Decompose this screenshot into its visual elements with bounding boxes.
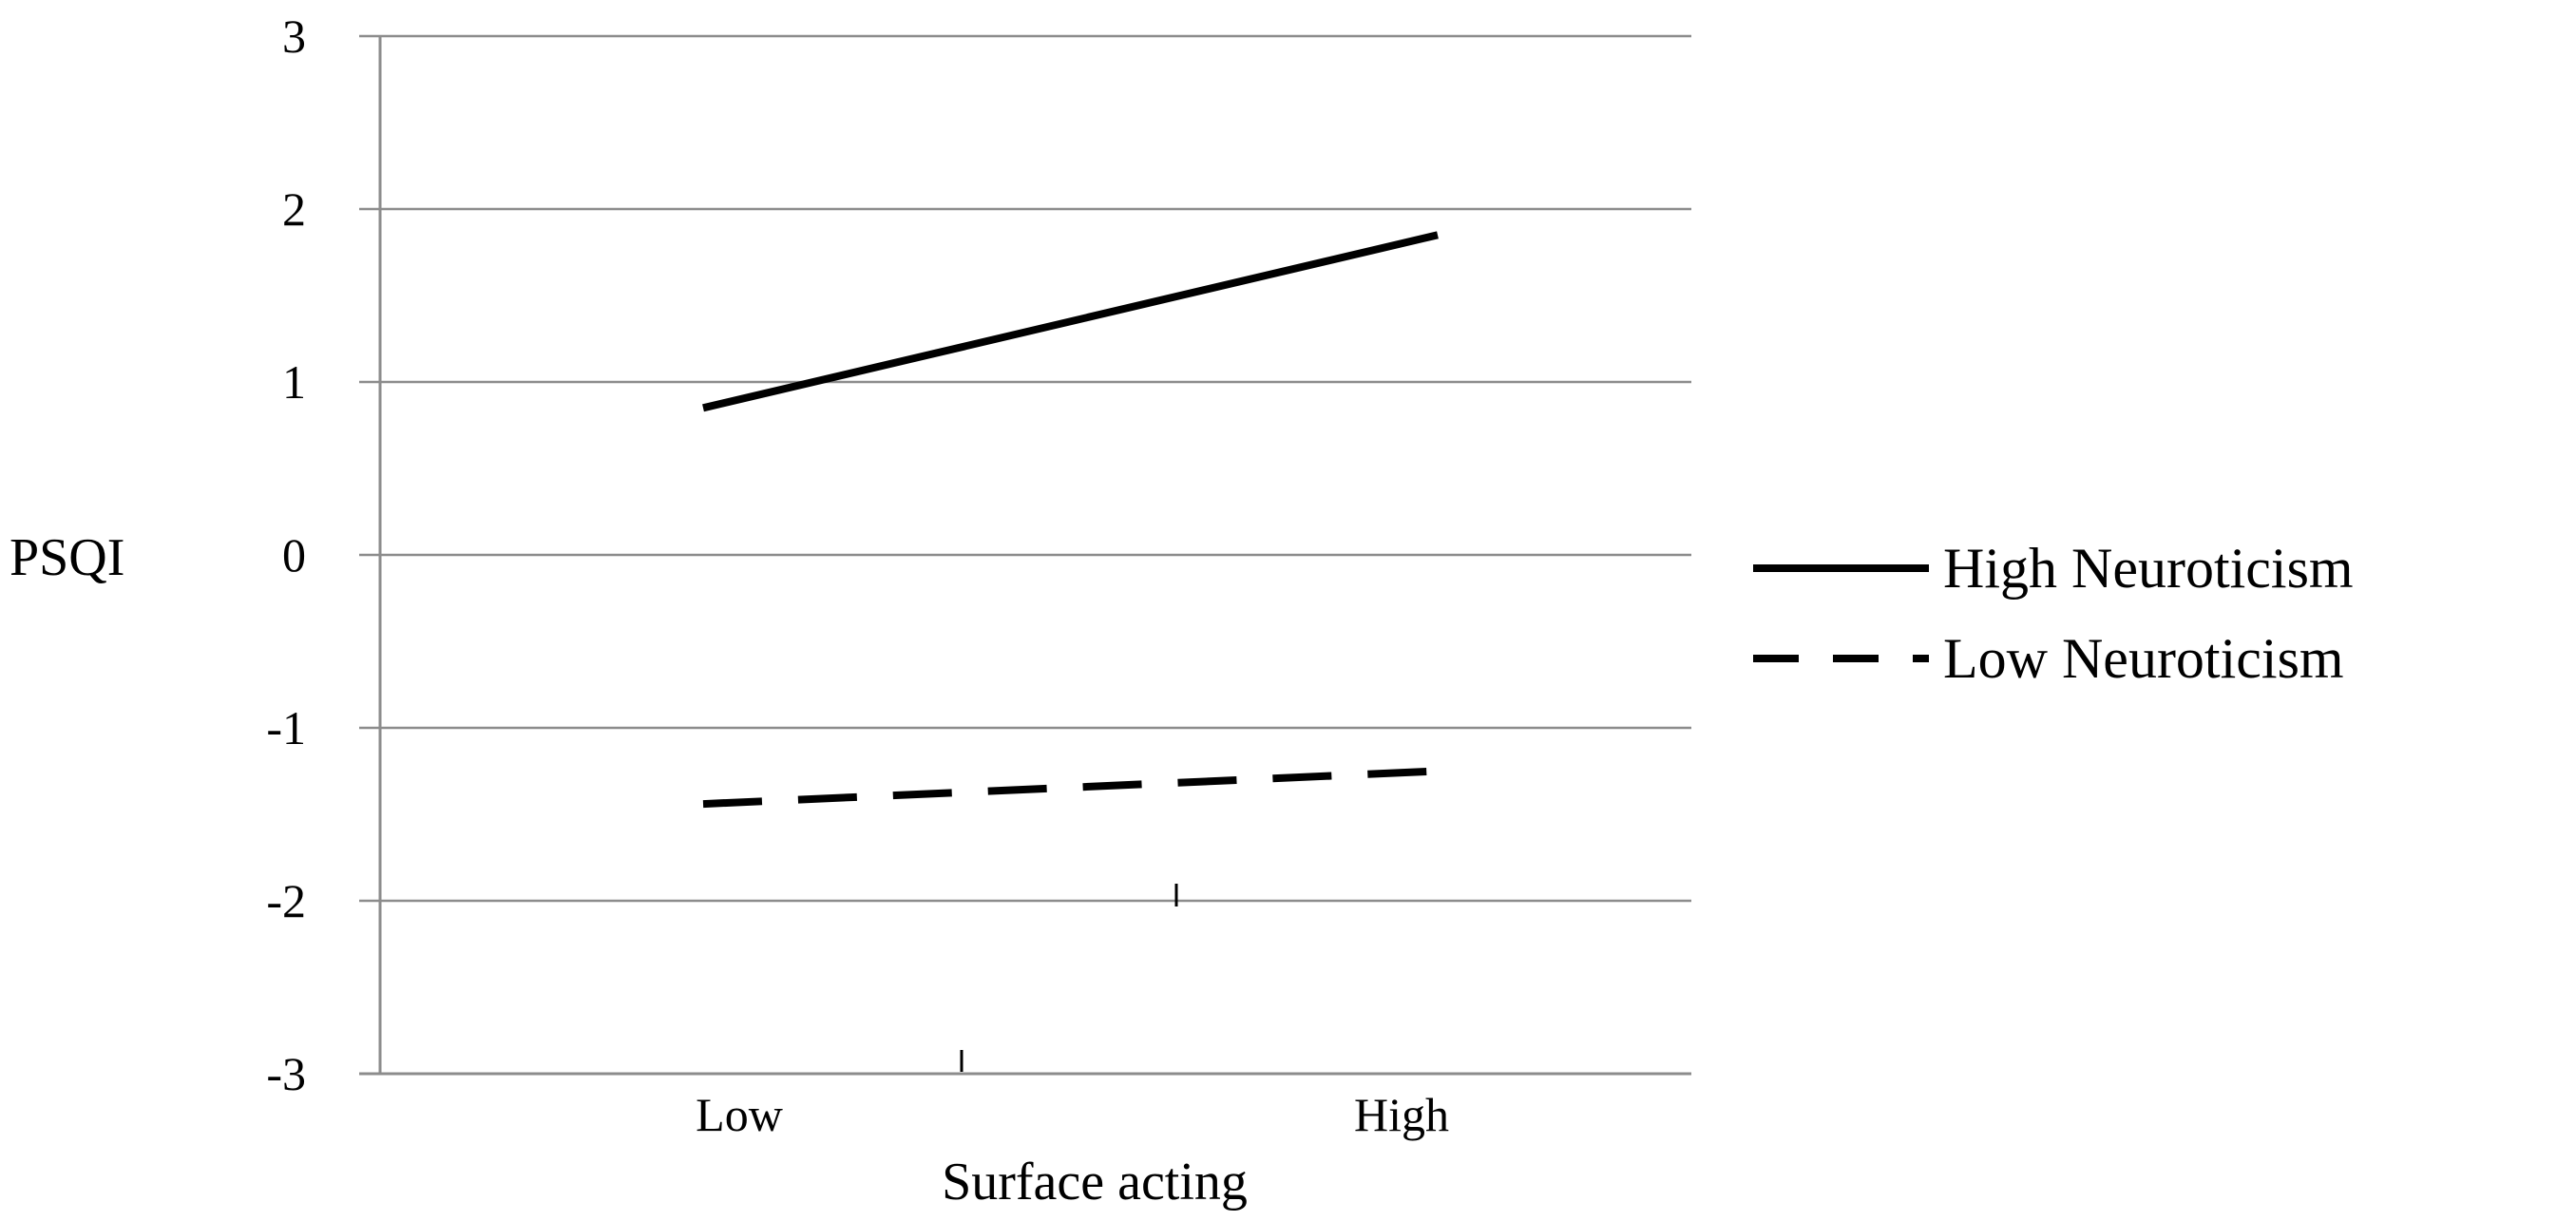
gridlines [380, 34, 1691, 903]
y-tick-label: 1 [282, 355, 306, 409]
legend: High Neuroticism Low Neuroticism [1753, 537, 2354, 690]
y-tick-label: -1 [266, 701, 306, 754]
y-tick-label: 3 [282, 10, 306, 63]
series-line-0 [702, 231, 1439, 412]
series-lines [702, 231, 1439, 809]
y-axis-label: PSQI [10, 528, 124, 587]
series-line-1 [702, 767, 1439, 809]
x-tick-labels: Low High [696, 1088, 1449, 1141]
legend-label-1: Low Neuroticism [1943, 627, 2344, 690]
x-axis-label: Surface acting [942, 1153, 1248, 1211]
y-tick-labels: 3 2 1 0 -1 -2 -3 [266, 10, 306, 1100]
y-tick-label: 2 [282, 182, 306, 236]
y-tick-label: 0 [282, 528, 306, 582]
x-tick-label: High [1354, 1088, 1449, 1141]
legend-label-0: High Neuroticism [1943, 537, 2354, 600]
x-tick-label: Low [696, 1088, 783, 1141]
axes [359, 34, 1691, 1076]
y-tick-label: -3 [266, 1047, 306, 1100]
y-tick-label: -2 [266, 874, 306, 927]
